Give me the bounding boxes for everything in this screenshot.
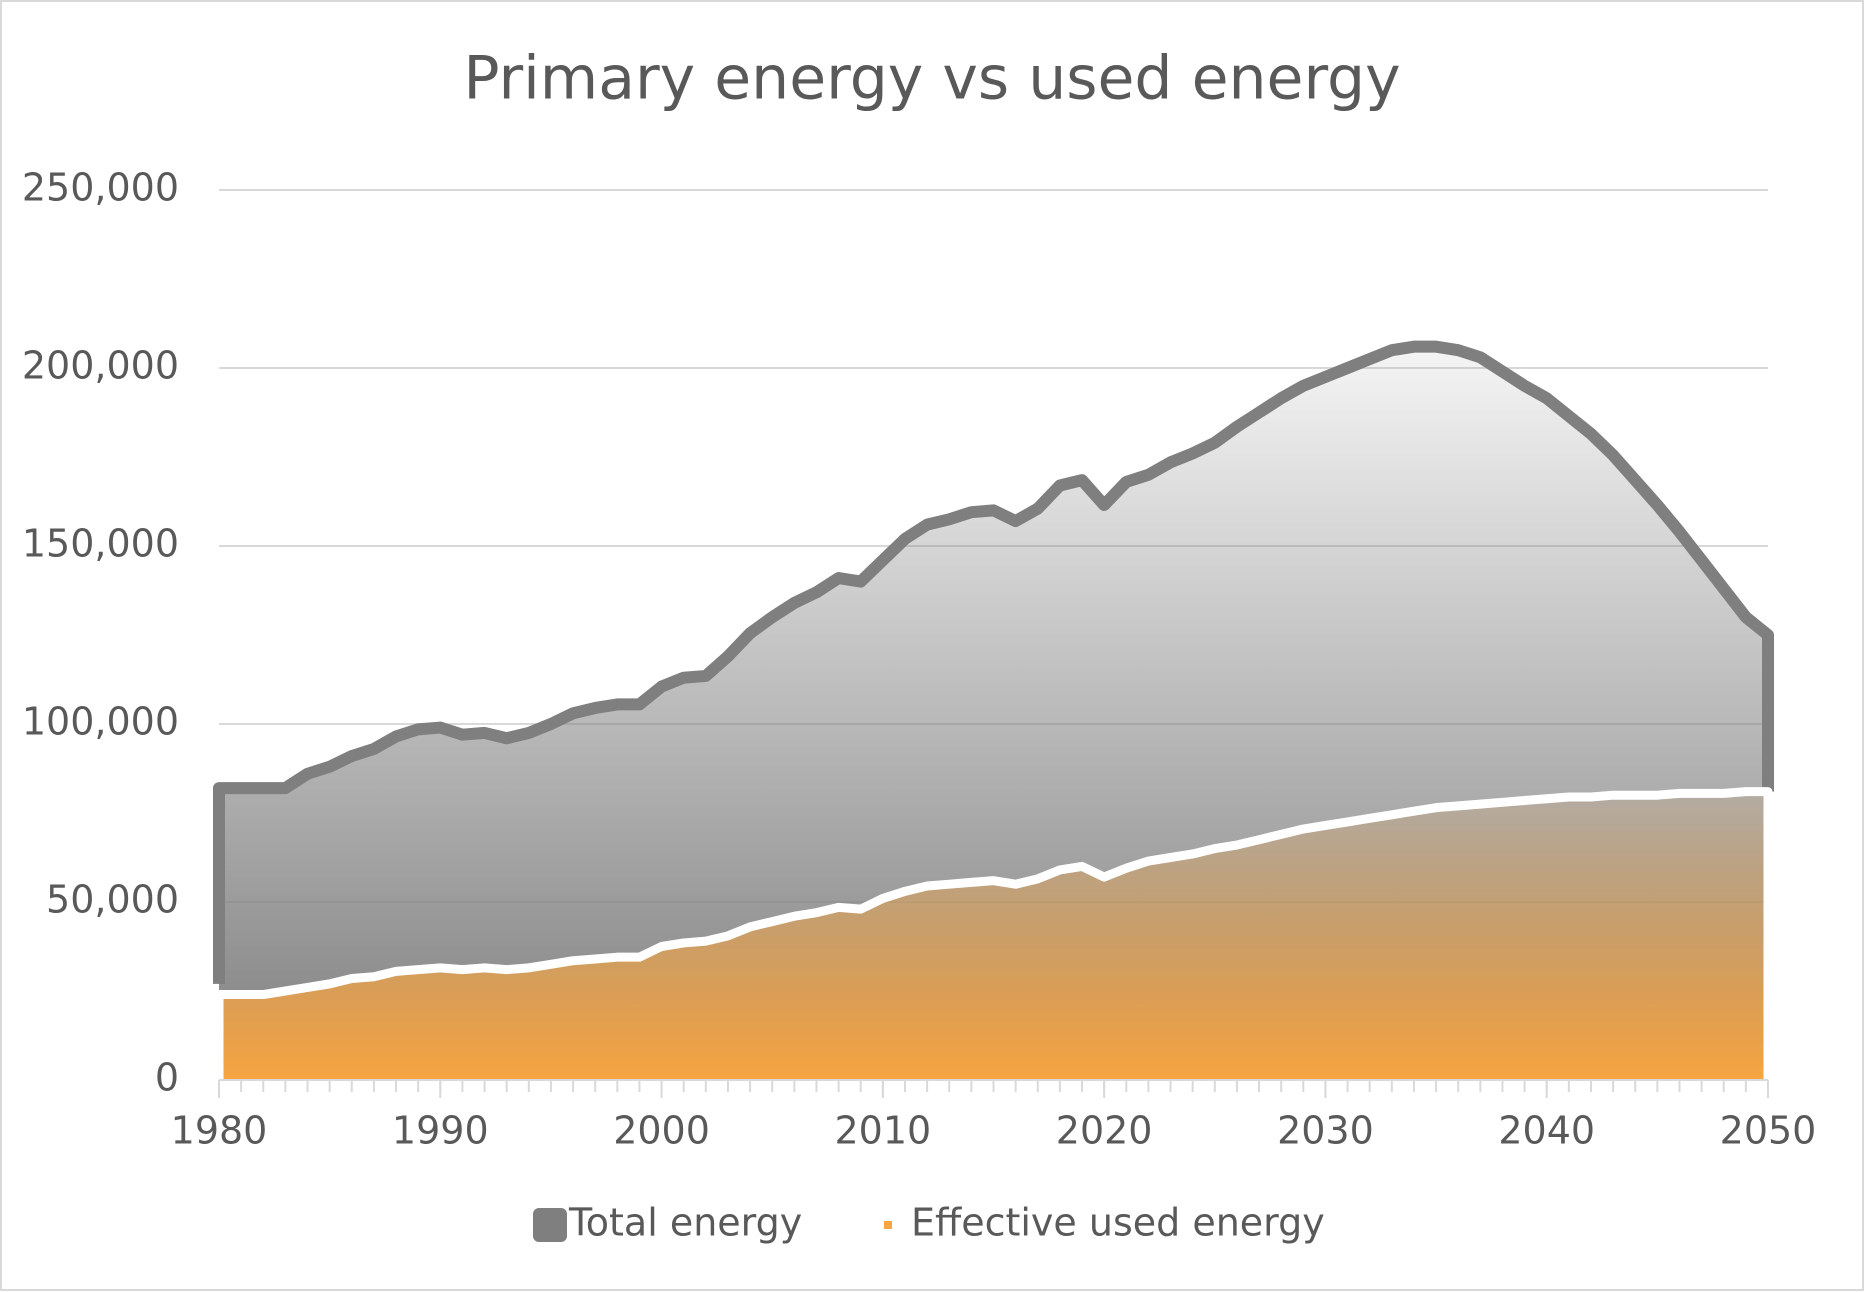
x-tick-label: 1990 — [392, 1109, 489, 1153]
x-tick-label: 2030 — [1277, 1109, 1374, 1153]
legend-marker — [884, 1221, 892, 1229]
y-tick-label: 200,000 — [22, 344, 179, 388]
y-tick-label: 150,000 — [22, 522, 179, 566]
x-tick-label: 2050 — [1720, 1109, 1817, 1153]
area-outline — [214, 787, 1773, 1080]
x-tick-label: 2000 — [613, 1109, 710, 1153]
area-outline — [213, 340, 1774, 984]
y-tick-label: 50,000 — [46, 878, 179, 922]
chart-title: Primary energy vs used energy — [463, 44, 1400, 114]
area — [219, 791, 1768, 1080]
y-tick-label: 100,000 — [22, 700, 179, 744]
x-tick-label: 2020 — [1056, 1109, 1153, 1153]
x-tick-label: 2040 — [1498, 1109, 1595, 1153]
legend-label: Effective used energy — [911, 1201, 1325, 1245]
x-tick-label: 2010 — [834, 1109, 931, 1153]
legend-label: Total energy — [568, 1201, 802, 1245]
x-tick-label: 1980 — [171, 1109, 268, 1153]
legend-marker — [533, 1208, 567, 1242]
y-tick-label: 0 — [155, 1056, 179, 1100]
y-tick-label: 250,000 — [22, 166, 179, 210]
